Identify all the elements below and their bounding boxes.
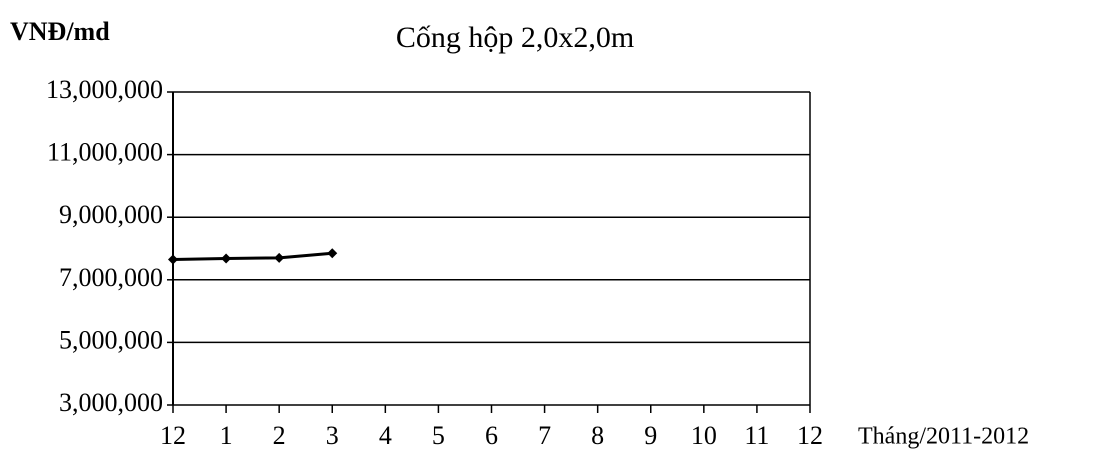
line-series bbox=[172, 251, 333, 261]
marker bbox=[274, 252, 285, 263]
x-tick-label: 3 bbox=[326, 421, 339, 450]
x-tick-label: 8 bbox=[591, 421, 604, 450]
x-tick-label: 12 bbox=[797, 421, 823, 450]
y-tick-label: 7,000,000 bbox=[59, 263, 163, 292]
marker bbox=[221, 253, 232, 264]
x-tick-label: 2 bbox=[273, 421, 286, 450]
marker bbox=[168, 254, 178, 265]
y-tick-label: 9,000,000 bbox=[59, 200, 163, 229]
chart-title: Cống hộp 2,0x2,0m bbox=[396, 21, 634, 54]
x-tick-label: 10 bbox=[691, 421, 717, 450]
y-tick-label: 13,000,000 bbox=[46, 75, 163, 104]
x-tick-label: 9 bbox=[644, 421, 657, 450]
x-axis-label: Tháng/2011-2012 bbox=[858, 424, 1029, 450]
x-tick-label: 1 bbox=[220, 421, 233, 450]
x-tick-label: 4 bbox=[379, 421, 392, 450]
y-tick-label: 3,000,000 bbox=[59, 388, 163, 417]
x-tick-label: 6 bbox=[485, 421, 498, 450]
y-tick-label: 11,000,000 bbox=[47, 138, 163, 167]
x-tick-label: 12 bbox=[160, 421, 186, 450]
y-tick-label: 5,000,000 bbox=[59, 325, 163, 354]
y-axis-label: VNĐ/md bbox=[10, 17, 110, 46]
marker bbox=[327, 248, 338, 259]
x-tick-label: 7 bbox=[538, 421, 551, 450]
x-tick-label: 11 bbox=[744, 421, 769, 450]
x-tick-label: 5 bbox=[432, 421, 445, 450]
